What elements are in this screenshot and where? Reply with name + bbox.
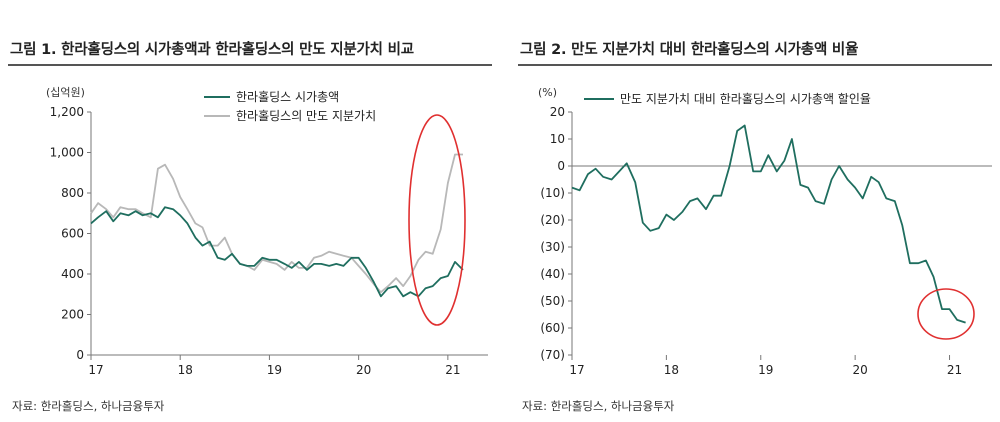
y-tick-label: (40): [540, 267, 565, 281]
figure-1-panel: 그림 1. 한라홀딩스의 시가총액과 한라홀딩스의 만도 지분가치 비교 (십억…: [8, 42, 492, 413]
x-tick-label: 17: [569, 363, 584, 377]
y-tick-label: (10): [540, 186, 565, 200]
x-tick-label: 21: [947, 363, 962, 377]
x-tick-label: 17: [88, 363, 103, 377]
y-tick-label: (50): [540, 294, 565, 308]
y-tick-label: 600: [61, 227, 84, 241]
y-tick-label: (20): [540, 213, 565, 227]
x-tick-label: 19: [267, 363, 282, 377]
y-tick-label: 1,000: [50, 146, 84, 160]
highlight-ellipse: [408, 114, 466, 326]
chart-axes: 0 200 400 600 800 1,000 1,200 17 18 19 20 21: [50, 105, 488, 377]
x-tick-label: 20: [356, 363, 371, 377]
series-line-0: [90, 206, 464, 298]
y-tick-label: 0: [76, 348, 84, 362]
figure-2-title: 그림 2. 만도 지분가치 대비 한라홀딩스의 시가총액 비율: [520, 42, 859, 58]
chart-axes: 20 10 0 (10) (20) (30) (40) (50) (60) (70) 17 18 19 2…: [540, 105, 992, 377]
legend-label-stake-value: 한라홀딩스의 만도 지분가치: [236, 109, 376, 123]
figure-2-title-rule: [518, 64, 992, 66]
series-line-0: [571, 124, 966, 324]
figure-2-source: 자료: 한라홀딩스, 하나금융투자: [522, 399, 675, 413]
y-tick-label: 0: [557, 159, 565, 173]
legend-label-market-cap: 한라홀딩스 시가총액: [236, 90, 339, 104]
discount-rate-chart: (%) 20 10 0 (10) (20) (30) (40) (50) (60) (70) 17 1…: [538, 86, 992, 377]
x-tick-label: 18: [178, 363, 193, 377]
y-tick-label: (70): [540, 348, 565, 362]
chart-legend: 만도 지분가치 대비 한라홀딩스의 시가총액 할인율: [584, 92, 871, 106]
y-tick-label: 10: [550, 132, 565, 146]
x-tick-label: 20: [853, 363, 868, 377]
y-tick-label: 400: [61, 267, 84, 281]
y-tick-label: (60): [540, 321, 565, 335]
y-tick-label: 20: [550, 105, 565, 119]
chart-series: [90, 153, 464, 298]
y-tick-label: 200: [61, 308, 84, 322]
chart-legend: 한라홀딩스 시가총액 한라홀딩스의 만도 지분가치: [204, 90, 376, 123]
y-tick-label: 800: [61, 186, 84, 200]
x-tick-label: 19: [758, 363, 773, 377]
chart-series: [571, 124, 966, 324]
figure-1-title-rule: [8, 64, 492, 66]
x-tick-label: 21: [445, 363, 460, 377]
y-unit-label: (십억원): [46, 86, 85, 99]
x-tick-label: 18: [664, 363, 679, 377]
series-line-1: [90, 153, 463, 294]
figure-1-source: 자료: 한라홀딩스, 하나금융투자: [12, 399, 165, 413]
y-unit-label: (%): [538, 86, 557, 99]
figure-2-panel: 그림 2. 만도 지분가치 대비 한라홀딩스의 시가총액 비율 (%) 20 10…: [510, 0, 1000, 422]
highlight-ellipse: [917, 288, 975, 340]
y-tick-label: 1,200: [50, 105, 84, 119]
figure-1-title: 그림 1. 한라홀딩스의 시가총액과 한라홀딩스의 만도 지분가치 비교: [10, 42, 414, 58]
y-tick-label: (30): [540, 240, 565, 254]
legend-label-discount: 만도 지분가치 대비 한라홀딩스의 시가총액 할인율: [620, 92, 871, 106]
